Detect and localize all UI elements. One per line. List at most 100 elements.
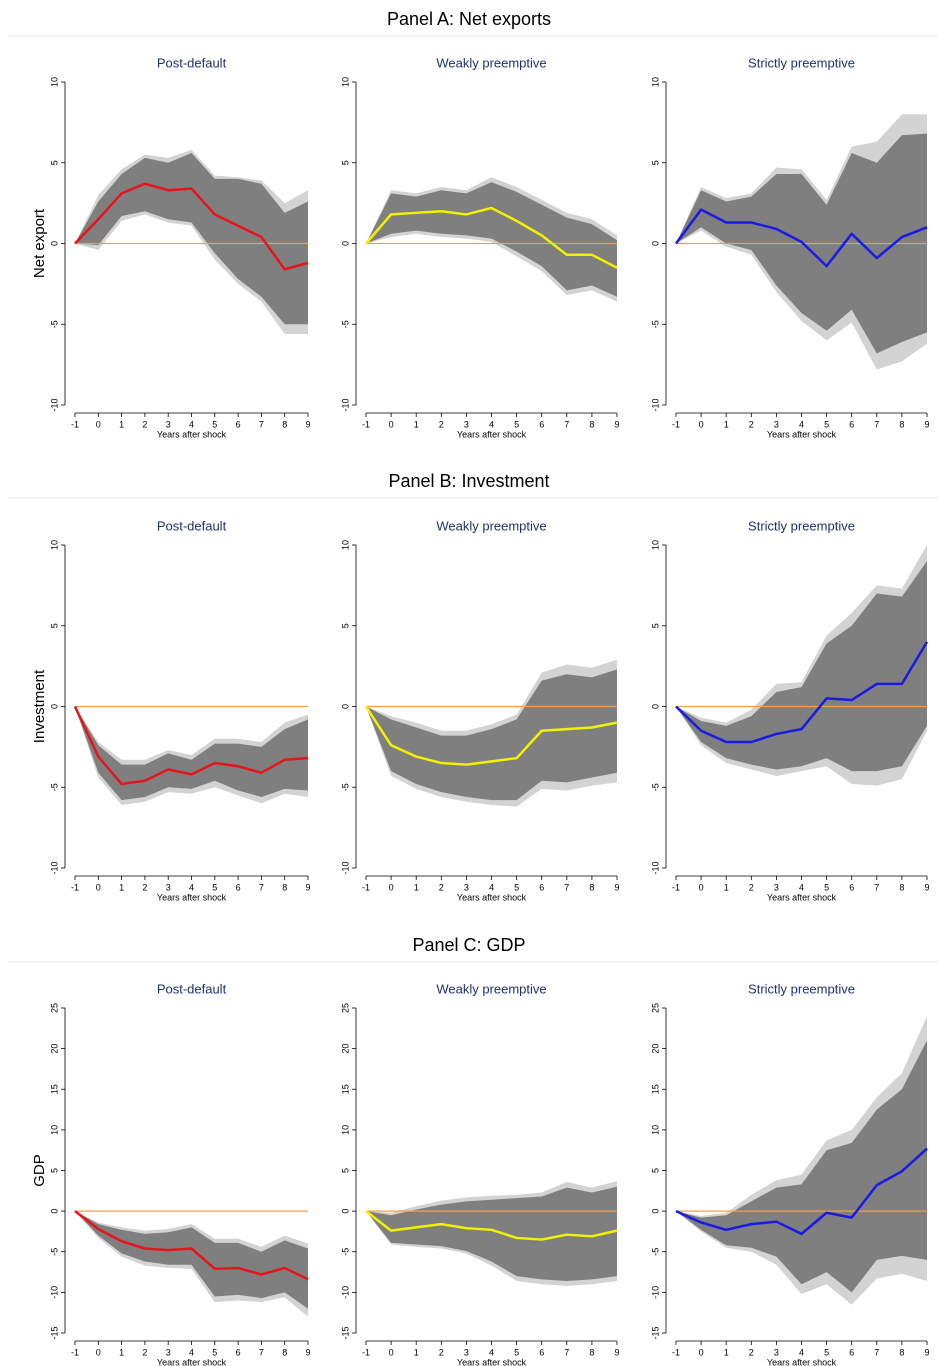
x-tick-label: 0	[699, 1347, 704, 1357]
x-tick-label: -1	[672, 882, 680, 892]
y-tick-label: -10	[49, 861, 59, 874]
y-tick-label: 0	[650, 241, 660, 246]
y-axis-title: Investment	[31, 669, 48, 743]
x-tick-label: 7	[874, 882, 879, 892]
y-tick-label: 20	[49, 1044, 59, 1054]
x-tick-label: 3	[774, 1347, 779, 1357]
x-tick-label: 2	[142, 882, 147, 892]
x-tick-label: 4	[189, 419, 194, 429]
y-tick-label: -5	[49, 783, 59, 791]
confidence-band	[366, 1186, 617, 1281]
y-tick-label: -5	[650, 1248, 660, 1256]
x-tick-label: 0	[389, 419, 394, 429]
x-tick-label: 6	[849, 882, 854, 892]
x-tick-label: 8	[589, 882, 594, 892]
y-tick-label: 15	[49, 1084, 59, 1094]
y-tick-label: 25	[340, 1003, 350, 1013]
x-tick-label: 1	[414, 1347, 419, 1357]
y-tick-label: 5	[650, 160, 660, 165]
subplot-title: Strictly preemptive	[748, 981, 855, 996]
y-tick-label: -15	[49, 1326, 59, 1339]
x-tick-label: 1	[414, 419, 419, 429]
y-tick-label: -5	[340, 1248, 350, 1256]
y-tick-label: -15	[650, 1326, 660, 1339]
subplot-title: Post-default	[157, 981, 227, 996]
subplot-title: Weakly preemptive	[436, 981, 546, 996]
y-tick-label: -5	[49, 320, 59, 328]
y-tick-label: -10	[340, 1286, 350, 1299]
x-tick-label: 5	[514, 882, 519, 892]
confidence-band	[75, 153, 308, 325]
y-tick-label: 5	[49, 160, 59, 165]
x-tick-label: 3	[464, 882, 469, 892]
x-tick-label: 5	[212, 1347, 217, 1357]
y-tick-label: -10	[49, 1286, 59, 1299]
x-tick-label: 6	[539, 882, 544, 892]
x-tick-label: 7	[564, 882, 569, 892]
x-tick-label: 5	[212, 419, 217, 429]
x-tick-label: 0	[96, 882, 101, 892]
subplot-title: Weakly preemptive	[436, 518, 546, 533]
x-tick-label: 3	[464, 419, 469, 429]
x-tick-label: 7	[874, 419, 879, 429]
x-tick-label: 7	[874, 1347, 879, 1357]
x-tick-label: 5	[824, 419, 829, 429]
x-tick-label: 5	[824, 1347, 829, 1357]
y-tick-label: 0	[49, 704, 59, 709]
x-tick-label: 5	[514, 419, 519, 429]
y-tick-label: -5	[340, 783, 350, 791]
y-tick-label: -5	[340, 320, 350, 328]
x-tick-label: 2	[749, 419, 754, 429]
x-tick-label: 4	[489, 419, 494, 429]
y-tick-label: 10	[650, 540, 660, 550]
x-tick-label: 0	[699, 882, 704, 892]
x-tick-label: 9	[305, 1347, 310, 1357]
y-tick-label: 10	[340, 540, 350, 550]
y-tick-label: -10	[340, 861, 350, 874]
x-tick-label: 6	[236, 1347, 241, 1357]
y-tick-label: 25	[49, 1003, 59, 1013]
y-tick-label: 0	[650, 704, 660, 709]
confidence-band	[366, 669, 617, 801]
x-tick-label: 3	[774, 882, 779, 892]
x-tick-label: 5	[514, 1347, 519, 1357]
x-tick-label: 0	[699, 419, 704, 429]
y-tick-label: 10	[650, 1125, 660, 1135]
y-tick-label: -15	[340, 1326, 350, 1339]
x-tick-label: 4	[189, 882, 194, 892]
y-tick-label: -10	[340, 398, 350, 411]
x-tick-label: 3	[774, 419, 779, 429]
y-tick-label: 0	[49, 241, 59, 246]
x-tick-label: 7	[564, 419, 569, 429]
subplot-title: Strictly preemptive	[748, 55, 855, 70]
x-axis-title: Years after shock	[767, 892, 837, 902]
y-tick-label: -10	[650, 398, 660, 411]
x-tick-label: 0	[96, 419, 101, 429]
x-tick-label: 8	[589, 1347, 594, 1357]
x-tick-label: -1	[362, 1347, 370, 1357]
x-tick-label: 8	[899, 882, 904, 892]
subplot-title: Post-default	[157, 55, 227, 70]
impulse-line	[74, 1210, 309, 1281]
x-tick-label: 9	[924, 1347, 929, 1357]
x-tick-label: 1	[724, 882, 729, 892]
x-tick-label: -1	[672, 1347, 680, 1357]
x-tick-label: 2	[749, 1347, 754, 1357]
x-tick-label: 6	[849, 1347, 854, 1357]
x-tick-label: 9	[614, 1347, 619, 1357]
x-tick-label: 2	[749, 882, 754, 892]
impulse-line	[365, 1210, 618, 1241]
x-tick-label: 7	[259, 419, 264, 429]
confidence-band	[676, 1040, 927, 1293]
x-tick-label: 6	[236, 419, 241, 429]
x-tick-label: -1	[71, 1347, 79, 1357]
y-axis-title: Net export	[31, 208, 48, 278]
x-tick-label: 1	[119, 882, 124, 892]
y-tick-label: 10	[340, 77, 350, 87]
x-tick-label: 0	[389, 1347, 394, 1357]
confidence-band	[676, 561, 927, 772]
x-tick-label: 1	[724, 1347, 729, 1357]
x-tick-label: 6	[539, 419, 544, 429]
